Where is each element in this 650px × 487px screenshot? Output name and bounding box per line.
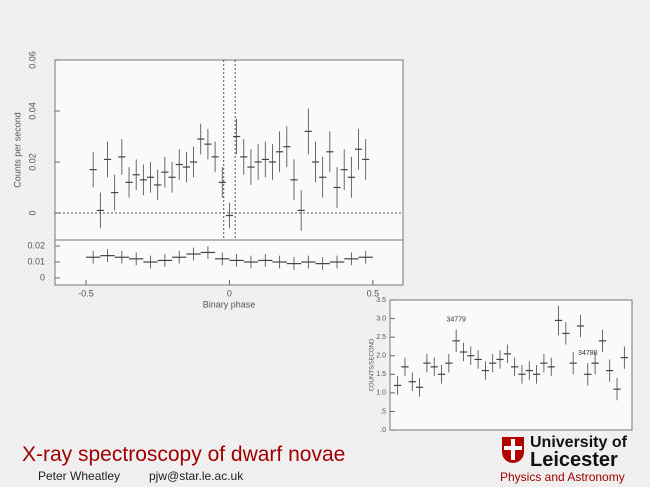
plot-frame — [54, 239, 404, 286]
y-tick-label: 2.0 — [376, 353, 386, 360]
y-tick-label: .5 — [380, 408, 386, 415]
y-tick-label: 1.0 — [376, 390, 386, 397]
x-axis-label: Binary phase — [203, 299, 256, 309]
logo-text: University of — [530, 434, 627, 451]
y-axis-label: COUNTS/SECOND — [370, 338, 376, 391]
x-tick-label: -0.5 — [78, 288, 94, 298]
y-tick-label: 0 — [40, 272, 45, 282]
logo-text: Leicester — [530, 449, 618, 471]
slide-title: X-ray spectroscopy of dwarf novae — [22, 443, 346, 466]
y-tick-label: 0.06 — [27, 51, 37, 69]
y-tick-label: 0.01 — [27, 256, 45, 266]
y-tick-label: .0 — [380, 427, 386, 434]
author: Peter Wheatley — [38, 469, 121, 483]
email: pjw@star.le.ac.uk — [149, 469, 244, 483]
plot-frame — [389, 299, 633, 431]
y-tick-label: 0.04 — [27, 102, 37, 120]
department: Physics and Astronomy — [500, 470, 625, 484]
annotation: 34780 — [578, 350, 598, 357]
y-tick-label: 0.02 — [27, 153, 37, 171]
y-tick-label: 0 — [27, 210, 37, 215]
y-tick-label: 1.5 — [376, 371, 386, 378]
y-tick-label: 3.0 — [376, 315, 386, 322]
y-axis-label: Counts per second — [12, 112, 22, 188]
annotation: 34779 — [446, 317, 466, 324]
y-tick-label: 0.02 — [27, 240, 45, 250]
y-tick-label: 2.5 — [376, 334, 386, 341]
logo-shield — [502, 437, 524, 463]
y-tick-label: 3.5 — [376, 297, 386, 304]
plot-frame — [54, 59, 404, 241]
x-tick-label: 0 — [227, 288, 232, 298]
x-tick-label: 0.5 — [367, 288, 380, 298]
